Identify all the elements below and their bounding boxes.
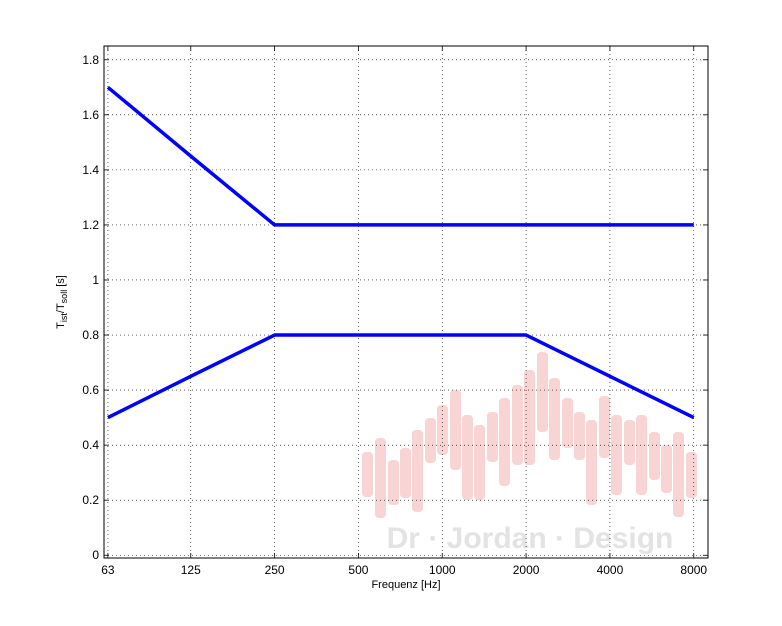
- y-tick-label: 1.4: [82, 163, 99, 177]
- x-tick-label: 250: [265, 563, 285, 577]
- y-label-unit: [s]: [55, 275, 67, 287]
- y-tick-label: 0: [92, 548, 99, 562]
- y-tick-label: 1.6: [82, 108, 99, 122]
- watermark: Dr · Jordan · Design: [387, 522, 674, 555]
- x-tick-label: 8000: [680, 563, 707, 577]
- y-tick-label: 0.8: [82, 328, 99, 342]
- x-tick-label: 63: [101, 563, 115, 577]
- y-tick-label: 0.4: [82, 438, 99, 452]
- x-axis-label: Frequenz [Hz]: [371, 579, 440, 591]
- y-tick-label: 0.2: [82, 493, 99, 507]
- y-label-sub: ist: [59, 313, 69, 322]
- x-tick-label: 1000: [429, 563, 456, 577]
- y-axis-label: Tist/Tsoll [s]: [55, 275, 69, 329]
- plot-frame: [103, 45, 709, 559]
- series-line: [106, 85, 694, 227]
- y-label-part: /T: [55, 303, 67, 313]
- y-tick-label: 0.6: [82, 383, 99, 397]
- y-label-sub: soll: [59, 290, 69, 304]
- x-tick-label: 125: [181, 563, 201, 577]
- y-tick-label: 1: [92, 273, 99, 287]
- x-tick-label: 2000: [513, 563, 540, 577]
- x-tick-label: 500: [348, 563, 368, 577]
- series-line: [107, 333, 695, 420]
- y-label-part: T: [55, 322, 67, 329]
- x-tick-label: 4000: [597, 563, 624, 577]
- y-tick-label: 1.8: [82, 53, 99, 67]
- y-tick-label: 1.2: [82, 218, 99, 232]
